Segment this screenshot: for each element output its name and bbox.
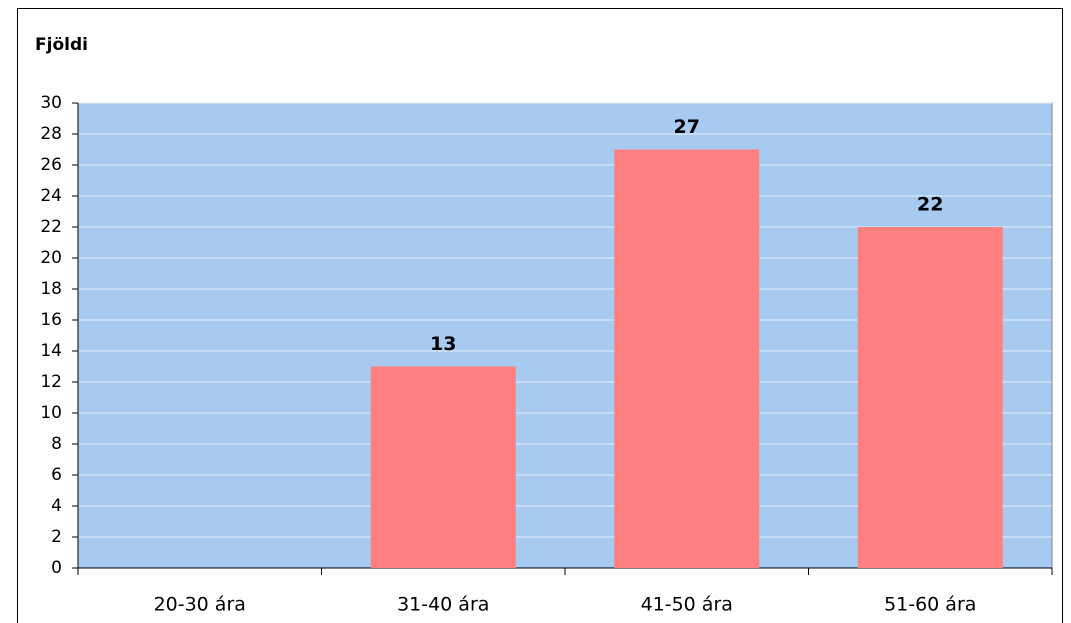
bar bbox=[614, 149, 760, 568]
value-label: 27 bbox=[674, 116, 700, 138]
y-tick-label: 30 bbox=[40, 93, 62, 113]
y-tick-label: 2 bbox=[51, 527, 62, 547]
y-tick-label: 14 bbox=[40, 341, 62, 361]
x-tick-label: 31-40 ára bbox=[397, 594, 489, 616]
bar bbox=[370, 366, 516, 568]
y-tick-label: 16 bbox=[40, 310, 62, 330]
y-tick-label: 26 bbox=[40, 155, 62, 175]
y-tick-label: 4 bbox=[51, 496, 62, 516]
x-tick-label: 51-60 ára bbox=[884, 594, 976, 616]
y-tick-label: 8 bbox=[51, 434, 62, 454]
value-label: 13 bbox=[430, 333, 456, 355]
y-tick-label: 24 bbox=[40, 186, 62, 206]
y-tick-label: 18 bbox=[40, 279, 62, 299]
x-tick-label: 20-30 ára bbox=[154, 594, 246, 616]
y-tick-label: 6 bbox=[51, 465, 62, 485]
y-tick-label: 20 bbox=[40, 248, 62, 268]
y-tick-label: 28 bbox=[40, 124, 62, 144]
value-label: 22 bbox=[917, 194, 943, 216]
chart-title: Fjöldi bbox=[35, 35, 88, 55]
y-tick-label: 22 bbox=[40, 217, 62, 237]
x-tick-label: 41-50 ára bbox=[641, 594, 733, 616]
bar bbox=[857, 227, 1003, 568]
y-tick-label: 12 bbox=[40, 372, 62, 392]
y-tick-label: 10 bbox=[40, 403, 62, 423]
y-tick-label: 0 bbox=[51, 558, 62, 578]
